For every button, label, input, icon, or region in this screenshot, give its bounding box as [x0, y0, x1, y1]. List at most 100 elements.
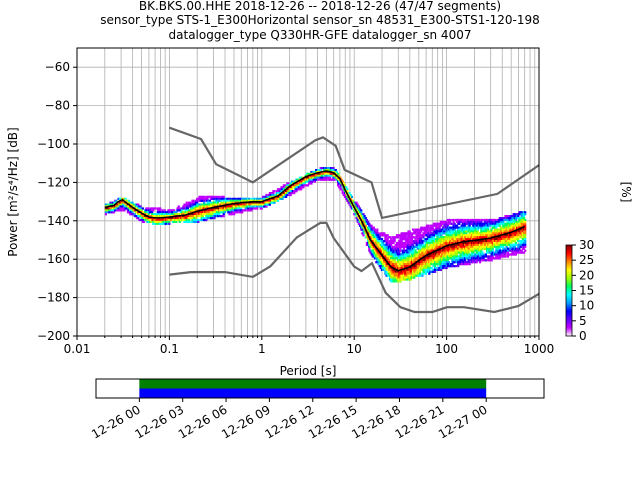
psd-cell [400, 263, 403, 266]
psd-cell [119, 203, 122, 206]
psd-cell [420, 255, 423, 258]
psd-cell [218, 213, 221, 216]
psd-cell [497, 230, 500, 233]
psd-cell [505, 224, 508, 227]
psd-cell [354, 205, 357, 208]
psd-cell [253, 203, 256, 206]
psd-cell [302, 182, 305, 185]
psd-cell [453, 245, 456, 248]
psd-cell [506, 218, 509, 222]
psd-cell [169, 218, 172, 222]
psd-cell [461, 224, 464, 227]
psd-cell [417, 268, 420, 271]
psd-cell [445, 263, 448, 266]
psd-cell [402, 251, 405, 254]
psd-cell [156, 213, 159, 216]
psd-cell [445, 232, 448, 235]
psd-cell [414, 232, 417, 235]
psd-cell [331, 167, 334, 170]
psd-cell [215, 195, 218, 198]
psd-cell [469, 218, 472, 222]
psd-cell [451, 247, 454, 250]
psd-cell [409, 249, 412, 252]
psd-cell [175, 220, 178, 223]
psd-cell [489, 243, 492, 246]
psd-cell [497, 257, 500, 260]
psd-cell [271, 201, 274, 204]
psd-cell [455, 240, 459, 243]
psd-cell [461, 226, 464, 229]
psd-cell [310, 174, 313, 177]
psd-cell [489, 230, 492, 233]
psd-cell [484, 218, 487, 222]
psd-cell [199, 218, 202, 222]
psd-cell [222, 209, 225, 212]
psd-cell [499, 253, 502, 256]
psd-cell [405, 243, 408, 246]
psd-cell [491, 226, 494, 229]
psd-cell [443, 265, 446, 268]
psd-cell [283, 190, 286, 193]
psd-cell [524, 243, 527, 246]
psd-cell [497, 228, 500, 231]
psd-cell [428, 249, 431, 252]
x-tick-label: 0.1 [160, 342, 179, 356]
psd-cell [440, 247, 444, 250]
psd-cell [191, 217, 194, 220]
psd-cell [323, 176, 326, 179]
psd-cell [258, 197, 261, 200]
psd-cell [181, 213, 184, 216]
psd-cell [412, 255, 415, 258]
psd-cell [522, 224, 526, 227]
psd-cell [194, 220, 198, 223]
psd-cell [482, 245, 485, 248]
psd-cell [365, 228, 368, 231]
psd-cell [432, 247, 435, 250]
psd-cell [132, 209, 135, 212]
psd-cell [445, 266, 448, 270]
psd-cell [497, 247, 500, 250]
psd-cell [400, 265, 403, 268]
psd-cell [252, 201, 255, 204]
psd-cell [192, 217, 195, 220]
psd-cell [402, 268, 405, 271]
psd-cell [436, 255, 439, 258]
psd-cell [407, 230, 410, 233]
psd-cell [214, 201, 217, 204]
psd-cell [432, 261, 435, 264]
psd-cell [407, 236, 410, 239]
psd-cell [130, 203, 133, 206]
psd-cell [469, 232, 472, 235]
psd-cell [443, 259, 446, 262]
psd-cell [264, 197, 267, 200]
psd-cell [522, 236, 526, 239]
psd-cell [237, 197, 240, 200]
psd-cell [384, 263, 387, 266]
psd-cell [349, 205, 352, 208]
psd-cell [399, 238, 402, 241]
psd-cell [488, 249, 491, 252]
psd-cell [384, 247, 387, 250]
psd-cell [137, 213, 140, 216]
psd-cell [464, 259, 467, 262]
psd-cell [303, 182, 306, 185]
title-line-2: sensor_type STS-1_E300Horizontal sensor_… [100, 13, 540, 27]
psd-cell [413, 257, 416, 260]
psd-cell [495, 238, 498, 241]
psd-cell [524, 222, 527, 225]
psd-cell [215, 203, 218, 206]
psd-cell [243, 203, 246, 206]
psd-cell [356, 220, 359, 223]
psd-cell [446, 222, 449, 225]
psd-cell [159, 215, 162, 218]
psd-cell [468, 245, 471, 248]
psd-cell [428, 236, 431, 239]
psd-cell [412, 236, 415, 239]
psd-cell [407, 263, 410, 266]
psd-cell [499, 228, 502, 231]
psd-cell [471, 253, 474, 256]
psd-cell [476, 243, 479, 246]
psd-cell [516, 215, 519, 218]
psd-cell [398, 251, 401, 254]
psd-cell [388, 266, 392, 270]
